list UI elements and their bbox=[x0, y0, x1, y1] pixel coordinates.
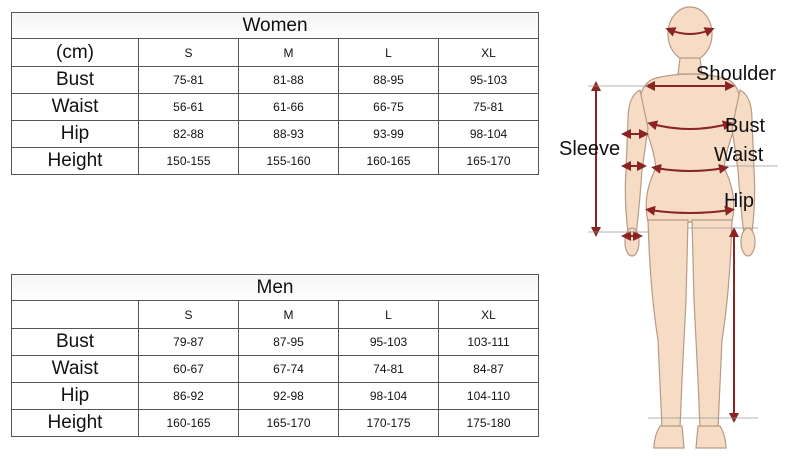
men-size-m: M bbox=[238, 300, 339, 329]
table-cell: 160-165 bbox=[138, 409, 239, 437]
women-unit-label: (cm) bbox=[11, 38, 139, 67]
row-label: Height bbox=[11, 147, 139, 175]
table-cell: 67-74 bbox=[238, 355, 339, 383]
table-row: Height 150-155 155-160 160-165 165-170 bbox=[11, 147, 540, 175]
table-cell: 165-170 bbox=[238, 409, 339, 437]
body-measurement-figure: Shoulder Bust Waist Sleeve Hip bbox=[548, 0, 800, 456]
table-cell: 75-81 bbox=[138, 66, 239, 94]
table-cell: 95-103 bbox=[437, 66, 540, 94]
table-cell: 87-95 bbox=[238, 328, 339, 356]
women-table-title: Women bbox=[10, 12, 540, 39]
table-cell: 81-88 bbox=[238, 66, 339, 94]
table-cell: 150-155 bbox=[138, 147, 239, 175]
table-row: Bust 79-87 87-95 95-103 103-111 bbox=[11, 328, 539, 356]
women-size-m: M bbox=[238, 38, 339, 67]
table-cell: 103-111 bbox=[438, 328, 539, 356]
men-size-l: L bbox=[338, 300, 439, 329]
table-row: Waist 60-67 67-74 74-81 84-87 bbox=[11, 355, 539, 383]
men-size-s: S bbox=[138, 300, 239, 329]
table-cell: 155-160 bbox=[238, 147, 339, 175]
table-cell: 75-81 bbox=[437, 93, 540, 121]
table-cell: 93-99 bbox=[338, 120, 439, 148]
table-cell: 66-75 bbox=[338, 93, 439, 121]
row-label: Bust bbox=[11, 328, 139, 356]
table-cell: 88-95 bbox=[338, 66, 439, 94]
table-cell: 95-103 bbox=[338, 328, 439, 356]
table-cell: 79-87 bbox=[138, 328, 239, 356]
table-row: Bust 75-81 81-88 88-95 95-103 bbox=[11, 66, 540, 94]
table-cell: 88-93 bbox=[238, 120, 339, 148]
row-label: Hip bbox=[11, 120, 139, 148]
table-cell: 175-180 bbox=[438, 409, 539, 437]
table-cell: 60-67 bbox=[138, 355, 239, 383]
table-cell: 86-92 bbox=[138, 382, 239, 410]
men-size-table: Men S M L XL Bust 79-87 87-95 95-103 103… bbox=[11, 274, 539, 437]
table-cell: 92-98 bbox=[238, 382, 339, 410]
body-silhouette-icon bbox=[588, 6, 778, 449]
table-cell: 165-170 bbox=[437, 147, 540, 175]
row-label: Bust bbox=[11, 66, 139, 94]
row-label: Hip bbox=[11, 382, 139, 410]
row-label: Waist bbox=[11, 355, 139, 383]
men-size-xl: XL bbox=[438, 300, 539, 329]
women-size-l: L bbox=[338, 38, 439, 67]
table-cell: 98-104 bbox=[338, 382, 439, 410]
table-cell: 104-110 bbox=[438, 382, 539, 410]
table-row: Hip 82-88 88-93 93-99 98-104 bbox=[11, 120, 540, 148]
table-cell: 82-88 bbox=[138, 120, 239, 148]
men-table-title: Men bbox=[11, 274, 539, 301]
shoulder-label: Shoulder bbox=[696, 63, 777, 85]
table-cell: 74-81 bbox=[338, 355, 439, 383]
table-cell: 84-87 bbox=[438, 355, 539, 383]
women-size-table: Women (cm) S M L XL Bust 75-81 81-88 88-… bbox=[10, 12, 540, 175]
table-row: Height 160-165 165-170 170-175 175-180 bbox=[11, 409, 539, 437]
hip-label: Hip bbox=[724, 190, 755, 212]
table-cell: 56-61 bbox=[138, 93, 239, 121]
women-size-xl: XL bbox=[437, 38, 540, 67]
women-size-s: S bbox=[138, 38, 239, 67]
sleeve-label: Sleeve bbox=[559, 138, 621, 160]
row-label: Height bbox=[11, 409, 139, 437]
table-cell: 61-66 bbox=[238, 93, 339, 121]
men-unit-label bbox=[11, 300, 139, 329]
table-cell: 170-175 bbox=[338, 409, 439, 437]
waist-label: Waist bbox=[714, 144, 764, 166]
row-label: Waist bbox=[11, 93, 139, 121]
table-cell: 160-165 bbox=[338, 147, 439, 175]
table-row: Waist 56-61 61-66 66-75 75-81 bbox=[11, 93, 540, 121]
bust-label: Bust bbox=[725, 115, 766, 137]
table-cell: 98-104 bbox=[437, 120, 540, 148]
table-row: Hip 86-92 92-98 98-104 104-110 bbox=[11, 382, 539, 410]
